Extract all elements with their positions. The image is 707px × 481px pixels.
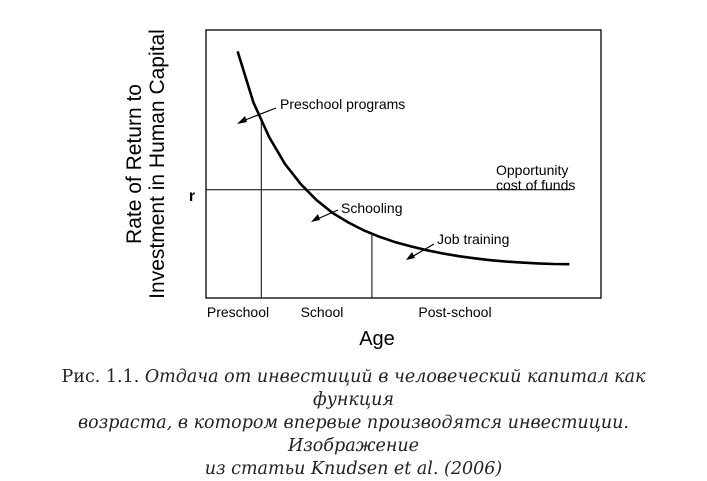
caption-line-1-text: Отдача от инвестиций в человеческий капи… [144, 367, 646, 410]
caption-line-3: из статьи Knudsen et al. (2006) [204, 459, 503, 479]
opportunity-label-line2: cost of funds [496, 177, 575, 193]
job-training-arrow [409, 243, 435, 259]
plot-frame [205, 29, 602, 299]
annotation-schooling: Schooling [341, 200, 403, 216]
figure-caption: Рис. 1.1. Отдача от инвестиций в человеч… [20, 366, 687, 481]
annotation-preschool-programs: Preschool programs [280, 96, 405, 112]
job-training-arrowhead [406, 252, 415, 260]
caption-prefix: Рис. 1.1. [61, 367, 145, 387]
stage-label-school: School [301, 304, 344, 320]
caption-line-2: возраста, в котором впервые производятся… [78, 413, 629, 456]
opportunity-label-line1: Opportunity [496, 162, 568, 178]
preschool-programs-arrowhead [237, 116, 247, 124]
y-axis-label-line2: Investment in Human Capital [146, 29, 169, 299]
y-axis-label-line1: Rate of Return to [123, 84, 146, 244]
return-curve [236, 51, 570, 266]
stage-label-preschool: Preschool [207, 304, 269, 320]
schooling-arrowhead [311, 214, 320, 222]
annotation-job-training: Job training [437, 231, 509, 247]
r-label: r [189, 188, 195, 205]
stage-label-post-school: Post-school [418, 304, 491, 320]
caption-line-1: Рис. 1.1. Отдача от инвестиций в человеч… [20, 366, 687, 412]
rate-of-return-figure: Rate of Return to Investment in Human Ca… [123, 29, 602, 350]
x-axis-label: Age [359, 328, 395, 350]
